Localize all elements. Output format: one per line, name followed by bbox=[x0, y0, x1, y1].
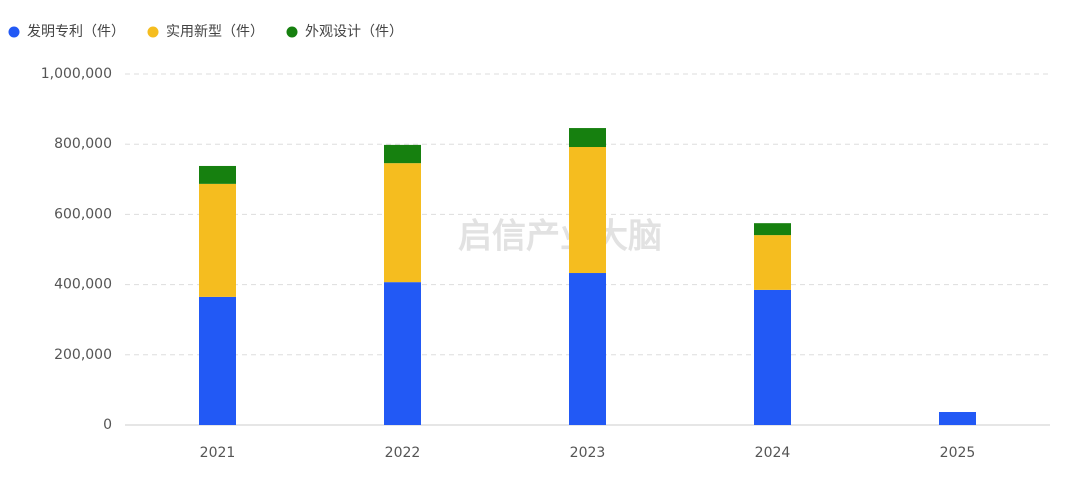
legend-label: 发明专利（件） bbox=[27, 24, 125, 40]
bar-segment bbox=[754, 223, 791, 236]
bar-segment bbox=[384, 282, 421, 425]
legend-marker bbox=[286, 26, 298, 38]
bar-segment bbox=[199, 183, 236, 297]
y-tick-label: 800,000 bbox=[54, 136, 112, 152]
legend-label: 实用新型（件） bbox=[166, 24, 264, 40]
legend-marker bbox=[8, 26, 20, 38]
watermark: 启信产业大脑 bbox=[458, 217, 662, 257]
y-tick-label: 0 bbox=[103, 417, 112, 433]
y-tick-label: 400,000 bbox=[54, 277, 112, 293]
x-tick-label: 2024 bbox=[755, 445, 791, 461]
y-tick-label: 200,000 bbox=[54, 347, 112, 363]
legend-label: 外观设计（件） bbox=[305, 24, 403, 40]
x-tick-label: 2022 bbox=[385, 445, 421, 461]
bar-segment bbox=[384, 144, 421, 164]
bar-segment bbox=[569, 273, 606, 425]
bar-segment bbox=[569, 147, 606, 274]
legend-marker bbox=[147, 26, 159, 38]
y-tick-label: 600,000 bbox=[54, 206, 112, 222]
bar-segment bbox=[754, 235, 791, 290]
x-tick-label: 2023 bbox=[570, 445, 606, 461]
bar-segment bbox=[754, 289, 791, 425]
x-tick-label: 2021 bbox=[200, 445, 236, 461]
bar-segment bbox=[199, 296, 236, 425]
bar-segment bbox=[199, 165, 236, 184]
x-tick-label: 2025 bbox=[940, 445, 976, 461]
bar-segment bbox=[939, 412, 976, 425]
bar-segment bbox=[384, 163, 421, 283]
bar-segment bbox=[569, 128, 606, 148]
y-tick-label: 1,000,000 bbox=[41, 66, 112, 82]
